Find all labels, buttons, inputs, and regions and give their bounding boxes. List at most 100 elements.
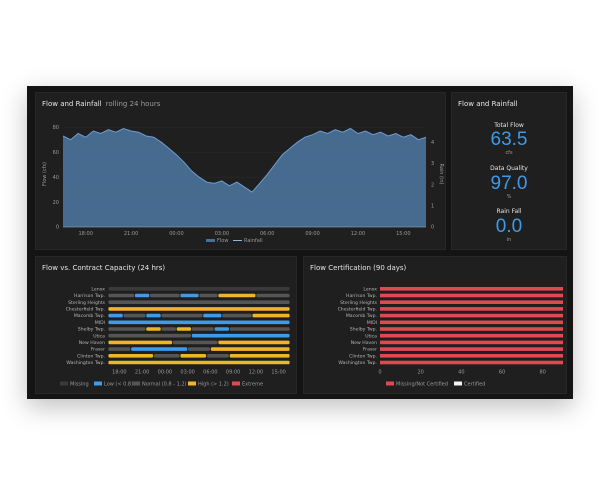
x-tick-label: 15:00 xyxy=(271,369,285,375)
x-tick-label: 12:00 xyxy=(351,231,365,237)
stat-unit: cfs xyxy=(505,150,513,156)
heatmap-segment xyxy=(180,293,199,298)
row-label: Macomb Twp. xyxy=(346,313,377,319)
row-label: Washington Twp. xyxy=(338,360,377,366)
row-label: Utica xyxy=(93,333,105,339)
bar-not-certified xyxy=(380,320,563,325)
heatmap-segment xyxy=(123,313,146,318)
bar-not-certified xyxy=(380,347,563,351)
flow-area-chart: 0 20 40 60 80 0 1 2 3 4 18:00 21:00 00:00 03:00 06:00 0… xyxy=(42,125,444,244)
row-label: Washington Twp. xyxy=(66,360,105,366)
flow-panel-title: Flow and Rainfall xyxy=(42,100,102,108)
x-tick-label: 06:00 xyxy=(203,369,217,375)
legend-label: Normal (0.8 - 1.2) xyxy=(142,382,187,388)
heatmap-segment xyxy=(108,293,135,298)
heatmap-segment xyxy=(108,307,290,311)
heatmap-segment xyxy=(153,354,180,358)
heatmap-segment xyxy=(146,327,161,331)
row-label: Fraser xyxy=(91,347,105,353)
flow-panel-subtitle: rolling 24 hours xyxy=(105,100,161,108)
heatmap-segment xyxy=(134,293,150,298)
stat-unit: % xyxy=(506,194,512,200)
y2-tick-label: 4 xyxy=(431,140,434,146)
x-tick-label: 0 xyxy=(378,369,381,375)
y-tick-label: 60 xyxy=(53,150,59,156)
row-label: Lenox xyxy=(91,286,105,292)
flow-legend: Flow Rainfall xyxy=(206,238,263,244)
y2-tick-label: 0 xyxy=(431,225,434,231)
heatmap-segment xyxy=(191,327,214,331)
heatmap-segment xyxy=(180,354,207,358)
heatmap-segment xyxy=(146,313,161,318)
legend-label: Missing xyxy=(70,382,89,388)
row-label: Macomb Twp. xyxy=(74,313,105,319)
stats-panel: Flow and Rainfall Total Flow 63.5 cfs Da… xyxy=(451,92,567,250)
heatmap-segment xyxy=(199,293,218,298)
x-tick-label: 18:00 xyxy=(78,231,92,237)
heatmap-segment xyxy=(108,313,123,318)
bar-not-certified xyxy=(380,313,563,318)
legend-swatch xyxy=(60,381,68,386)
cert-legend: Missing/Not Certified Certified xyxy=(386,381,485,388)
flow-rainfall-panel: Flow and Rainfall rolling 24 hours 0 20 40 6… xyxy=(35,92,446,250)
heatmap-segment xyxy=(218,340,290,345)
x-tick-label: 00:00 xyxy=(169,231,183,237)
row-label: MIDI xyxy=(95,320,105,326)
heatmap-segment xyxy=(222,313,252,318)
x-tick-label: 00:00 xyxy=(158,369,172,375)
heatmap-segment xyxy=(108,354,154,358)
x-tick-label: 21:00 xyxy=(135,369,149,375)
cert-panel-title: Flow Certification (90 days) xyxy=(310,264,407,272)
row-label: Harrison Twp. xyxy=(74,293,105,299)
heatmap-segment xyxy=(203,313,222,318)
y2-tick-label: 2 xyxy=(431,182,434,188)
heatmap-segment xyxy=(214,327,229,331)
dashboard: Flow and Rainfall rolling 24 hours 0 20 40 6… xyxy=(27,86,573,399)
row-label: Clinton Twp. xyxy=(77,353,105,359)
row-label: Sterling Heights xyxy=(340,300,377,306)
y2-tick-label: 3 xyxy=(431,161,434,167)
heatmap-segment xyxy=(108,347,131,351)
legend-label: Certified xyxy=(464,382,485,388)
heatmap-segment xyxy=(191,333,290,338)
heatmap-segment xyxy=(188,347,210,351)
stat-value: 97.0 xyxy=(490,173,528,194)
heatmap-segment xyxy=(108,327,146,331)
stat-unit: in xyxy=(506,237,512,243)
x-tick-label: 09:00 xyxy=(226,369,240,375)
row-label: Shelby Twp. xyxy=(78,327,105,333)
y2-axis-label: Rain (in) xyxy=(438,163,444,184)
row-label: Utica xyxy=(365,333,377,339)
y2-tick-label: 1 xyxy=(431,204,434,210)
heatmap-segment xyxy=(256,293,290,298)
row-label: Sterling Heights xyxy=(68,300,105,306)
flow-area xyxy=(63,128,426,227)
legend-label-flow: Flow xyxy=(217,238,228,244)
legend-swatch xyxy=(454,381,462,386)
bar-not-certified xyxy=(380,327,563,331)
row-label: Shelby Twp. xyxy=(350,327,377,333)
legend-label: High (> 1.2) xyxy=(198,382,229,388)
flow-line xyxy=(62,127,427,193)
legend-label: Low (< 0.8) xyxy=(104,382,133,388)
row-label: Fraser xyxy=(363,347,377,353)
y-tick-label: 80 xyxy=(53,125,59,131)
heatmap-segment xyxy=(108,287,290,291)
bar-not-certified xyxy=(380,307,563,311)
x-tick-label: 15:00 xyxy=(396,231,410,237)
x-tick-label: 80 xyxy=(539,369,545,375)
legend-label: Missing/Not Certified xyxy=(396,382,448,388)
legend-swatch xyxy=(386,381,394,386)
stat-label: Rain Fall xyxy=(496,208,522,215)
heatmap-segment xyxy=(161,327,176,331)
stat-value: 0.0 xyxy=(495,216,523,237)
row-label: MIDI xyxy=(367,320,377,326)
heatmap-segment xyxy=(131,347,188,351)
bar-not-certified xyxy=(380,340,563,345)
y-tick-label: 40 xyxy=(53,175,59,181)
heatmap-segment xyxy=(172,340,218,345)
x-tick-label: 03:00 xyxy=(215,231,229,237)
heatmap-segment xyxy=(161,313,203,318)
x-tick-label: 60 xyxy=(499,369,505,375)
